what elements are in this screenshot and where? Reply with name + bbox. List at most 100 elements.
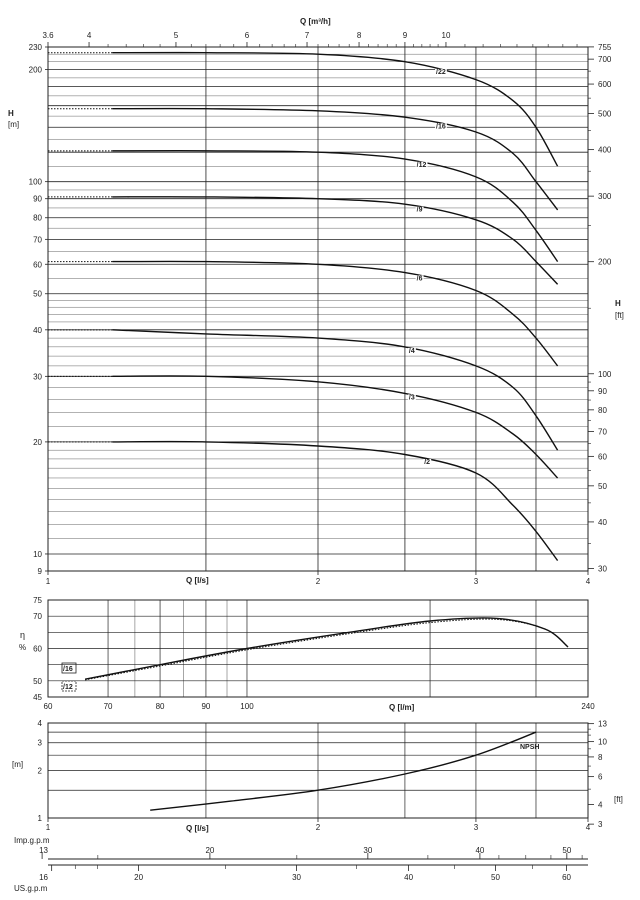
head-x-tick-label: 1 [46, 577, 51, 586]
head-y-tick-label: 10 [33, 550, 42, 559]
head-y2-tick-label: 500 [598, 110, 612, 119]
eff-y-tick-label: 75 [33, 596, 42, 605]
legend-label-12: /12 [63, 684, 73, 691]
us-gpm-tick-label: 50 [491, 873, 500, 882]
head-y-tick-label: 230 [29, 43, 43, 52]
head-y2-tick-label: 30 [598, 564, 607, 573]
legend-label-16: /16 [63, 666, 73, 673]
head-x2-tick-label: 8 [357, 31, 362, 40]
us-gpm-tick-label: 20 [134, 873, 143, 882]
npsh-y2-tick-label: 13 [598, 720, 607, 729]
head-curve-9 [112, 196, 559, 285]
eff-y-tick-label: 45 [33, 693, 42, 702]
npsh-x-tick-label: 1 [46, 823, 51, 832]
legend-swatch-16 [61, 662, 77, 674]
head-curve-label-bg [415, 206, 424, 214]
head-curve-label: /3 [409, 394, 415, 401]
head-y2-tick-label: 600 [598, 80, 612, 89]
head-y2-tick-label: 70 [598, 427, 607, 436]
gpm-scales: Imp.g.p.m 13 20 30 40 50 16 20 30 40 50 60 US.g.p… [14, 836, 588, 893]
head-x2-tick-label: 10 [442, 31, 451, 40]
head-x2-tick-label: 7 [305, 31, 310, 40]
head-curve-22 [112, 51, 559, 167]
head-curve-label-bg [423, 459, 432, 467]
efficiency-panel: 45 50 60 70 75 60 70 80 90 100 240 η % Q [l/m] /16… [19, 596, 595, 712]
head-curve-4 [112, 329, 559, 451]
legend-swatch-12 [61, 680, 77, 692]
head-curve-label-bg [415, 161, 428, 169]
head-y-tick-label: 60 [33, 260, 42, 269]
npsh-y-tick-label: 1 [38, 814, 43, 823]
us-gpm-tick-label: 40 [404, 873, 413, 882]
npsh-x-tick-label: 3 [474, 823, 479, 832]
head-curve-3 [112, 375, 559, 479]
head-curve-2 [112, 440, 559, 562]
eta-axis-label: η [20, 630, 25, 640]
q-ls-axis-label-top: Q [l/s] [186, 576, 209, 585]
head-y-tick-label: 90 [33, 195, 42, 204]
head-y2-tick-label: 755 [598, 43, 612, 52]
us-gpm-tick-label: 60 [562, 873, 571, 882]
head-curve-label-bg [435, 68, 447, 76]
npsh-curves [150, 731, 537, 811]
npsh-y2-tick-label: 4 [598, 800, 603, 809]
eff-x-tick-label: 70 [104, 702, 113, 711]
q-lm-axis-label: Q [l/m] [389, 703, 415, 712]
eff-x-tick-label: 80 [156, 702, 165, 711]
head-x2-tick-label: 5 [174, 31, 179, 40]
us-gpm-tick-label: 16 [39, 873, 48, 882]
eff-x-tick-label: 90 [201, 702, 210, 711]
us-gpm-label: US.g.p.m [14, 884, 48, 893]
npsh-y2-tick-label: 6 [598, 773, 603, 782]
imp-gpm-label: Imp.g.p.m [14, 836, 50, 845]
q-m3h-axis-label: Q [m³/h] [300, 17, 331, 26]
head-x-tick-label: 3 [474, 577, 479, 586]
head-y2-tick-label: 60 [598, 452, 607, 461]
head-curve-label-bg [435, 123, 447, 131]
head-y2-tick-label: 90 [598, 387, 607, 396]
head-x2-tick-label: 9 [403, 31, 408, 40]
head-y-tick-label: 9 [38, 567, 43, 576]
npsh-y2-tick-label: 3 [598, 820, 603, 829]
head-y-tick-label: 50 [33, 290, 42, 299]
head-curve-label: /2 [424, 459, 430, 466]
head-curve-label-bg [407, 394, 416, 402]
head-curve-label: /22 [436, 69, 446, 76]
efficiency-grid: 45 50 60 70 75 60 70 80 90 100 240 [33, 596, 595, 711]
efficiency-curves [84, 617, 569, 681]
head-y-tick-label: 80 [33, 214, 42, 223]
npsh-ft-axis-label: [ft] [614, 795, 623, 804]
npsh-y-tick-label: 2 [38, 767, 43, 776]
npsh-y2-tick-label: 8 [598, 753, 603, 762]
imp-gpm-tick-label: 13 [39, 846, 48, 855]
head-y-tick-label: 200 [29, 66, 43, 75]
head-panel: /22/16/12/9/6/4/3/2 9 10 20 30 40 50 60 70 80 90 1… [8, 17, 624, 586]
head-curve-12 [112, 150, 559, 262]
npsh-x-tick-label: 2 [316, 823, 321, 832]
eff-x-tick-label: 60 [44, 702, 53, 711]
eff-y-tick-label: 60 [33, 645, 42, 654]
head-y-tick-label: 100 [29, 178, 43, 187]
head-curve-16 [112, 107, 559, 211]
head-y2-tick-label: 100 [598, 370, 612, 379]
head-curve-label: /12 [417, 162, 427, 169]
head-y2-tick-label: 400 [598, 146, 612, 155]
head-y2-tick-label: 80 [598, 406, 607, 415]
eff-x-tick-label: 100 [240, 702, 254, 711]
imp-gpm-tick-label: 20 [205, 846, 214, 855]
head-x-tick-label: 2 [316, 577, 321, 586]
head-x2-tick-label: 4 [87, 31, 92, 40]
npsh-curve [150, 731, 537, 811]
head-grid [45, 42, 594, 575]
head-curve-label: /6 [417, 275, 423, 282]
eff-x-tick-label: 240 [581, 702, 595, 711]
head-y-tick-label: 40 [33, 326, 42, 335]
head-curve-label: /9 [417, 207, 423, 214]
head-curves: /22/16/12/9/6/4/3/2 [48, 51, 559, 562]
us-gpm-tick-label: 30 [292, 873, 301, 882]
head-y2-tick-label: 40 [598, 518, 607, 527]
npsh-x-tick-label: 4 [586, 823, 591, 832]
